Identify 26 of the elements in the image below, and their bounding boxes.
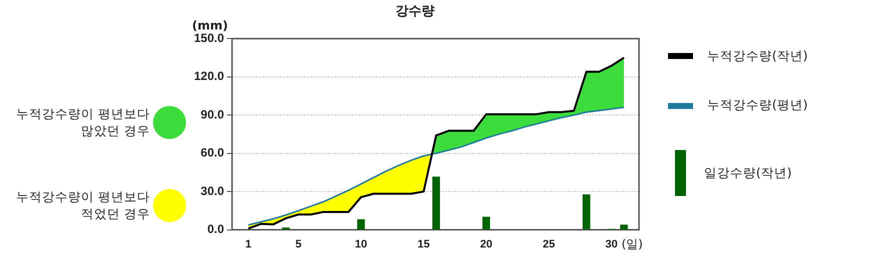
y-tick-label: 90.0	[200, 107, 224, 122]
legend-label: 누적강수량(작년)	[707, 48, 808, 65]
y-tick-label: 120.0	[194, 69, 224, 84]
x-tick-label: 25	[542, 238, 555, 250]
y-tick-label: 150.0	[194, 30, 224, 45]
y-tick-label: 30.0	[200, 184, 224, 198]
x-tick-label: 30	[605, 238, 618, 250]
x-tick-label: 10	[354, 238, 368, 250]
y-axis-title: (mm)	[192, 18, 228, 33]
text: 누적강수량이 평년보다 적었던 경우	[16, 188, 150, 222]
y-tick-label: 60.0	[200, 146, 224, 160]
bar	[482, 216, 490, 230]
text: 일강수량(작년)	[704, 164, 792, 182]
text: 누적강수량이 평년보다 많았던 경우	[16, 105, 150, 139]
x-tick-label: 15	[417, 238, 430, 250]
bar	[620, 224, 628, 230]
bar	[582, 194, 590, 230]
x-tick-label: 20	[480, 238, 492, 250]
x-tick-label: 5	[295, 238, 302, 250]
bar	[432, 176, 440, 230]
x-axis-title: (일)	[621, 236, 643, 251]
bar	[357, 219, 365, 230]
y-tick-label: 0.0	[207, 222, 224, 236]
legend-label: 누적강수량(평년)	[707, 97, 808, 114]
x-tick-label: 1	[245, 238, 252, 250]
chart-title: 강수량	[396, 4, 434, 20]
